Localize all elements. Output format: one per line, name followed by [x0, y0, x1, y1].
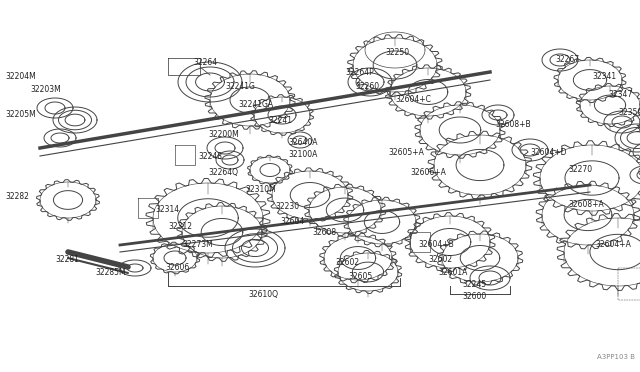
Text: 32204M: 32204M	[5, 72, 36, 81]
Text: 32241G: 32241G	[225, 82, 255, 91]
Text: 32605+A: 32605+A	[388, 148, 424, 157]
Text: 32250: 32250	[385, 48, 409, 57]
Text: 32241GA: 32241GA	[238, 100, 273, 109]
Text: 32341: 32341	[592, 72, 616, 81]
Text: 32205M: 32205M	[5, 110, 36, 119]
Text: 32264Q: 32264Q	[208, 168, 238, 177]
Text: 32604+B: 32604+B	[418, 240, 454, 249]
Text: 32605: 32605	[348, 272, 372, 281]
Text: 32285M: 32285M	[95, 268, 125, 277]
Text: 32640A: 32640A	[288, 138, 317, 147]
Text: 32281: 32281	[55, 255, 79, 264]
Text: 32604+A: 32604+A	[595, 240, 631, 249]
Text: 32314: 32314	[155, 205, 179, 214]
Text: 32604+D: 32604+D	[530, 148, 566, 157]
Text: 32241: 32241	[268, 116, 292, 125]
Text: 32200M: 32200M	[208, 130, 239, 139]
Text: 32604+C: 32604+C	[395, 95, 431, 104]
Text: 32100A: 32100A	[288, 150, 317, 159]
Text: 32245: 32245	[462, 280, 486, 289]
Text: 32264P: 32264P	[345, 68, 374, 77]
Text: 32608+B: 32608+B	[495, 120, 531, 129]
Text: 32600: 32600	[462, 292, 486, 301]
Text: 32602: 32602	[428, 255, 452, 264]
Text: 32270: 32270	[568, 165, 592, 174]
Text: 32203M: 32203M	[30, 85, 61, 94]
Text: 32601A: 32601A	[438, 268, 467, 277]
Text: 32312: 32312	[168, 222, 192, 231]
Text: 32310M: 32310M	[245, 185, 276, 194]
Text: 32606+A: 32606+A	[410, 168, 446, 177]
Text: 32264: 32264	[193, 58, 217, 67]
Text: 32273M: 32273M	[182, 240, 212, 249]
Text: 32248: 32248	[198, 152, 222, 161]
Text: 32260: 32260	[355, 82, 379, 91]
Text: 32602: 32602	[335, 258, 359, 267]
Text: 32608+A: 32608+A	[568, 200, 604, 209]
Text: 32222: 32222	[635, 125, 640, 134]
Text: 32610Q: 32610Q	[248, 290, 278, 299]
Text: 00922-12500: 00922-12500	[638, 168, 640, 177]
Text: 32267: 32267	[555, 55, 579, 64]
Text: 32606: 32606	[165, 263, 189, 272]
Text: 32347: 32347	[608, 90, 632, 99]
Text: A3PP103 B: A3PP103 B	[597, 354, 635, 360]
Text: 32604: 32604	[280, 217, 304, 226]
Text: 32282: 32282	[5, 192, 29, 201]
Text: 32230: 32230	[275, 202, 299, 211]
Text: 32608: 32608	[312, 228, 336, 237]
Text: 32350M: 32350M	[618, 108, 640, 117]
